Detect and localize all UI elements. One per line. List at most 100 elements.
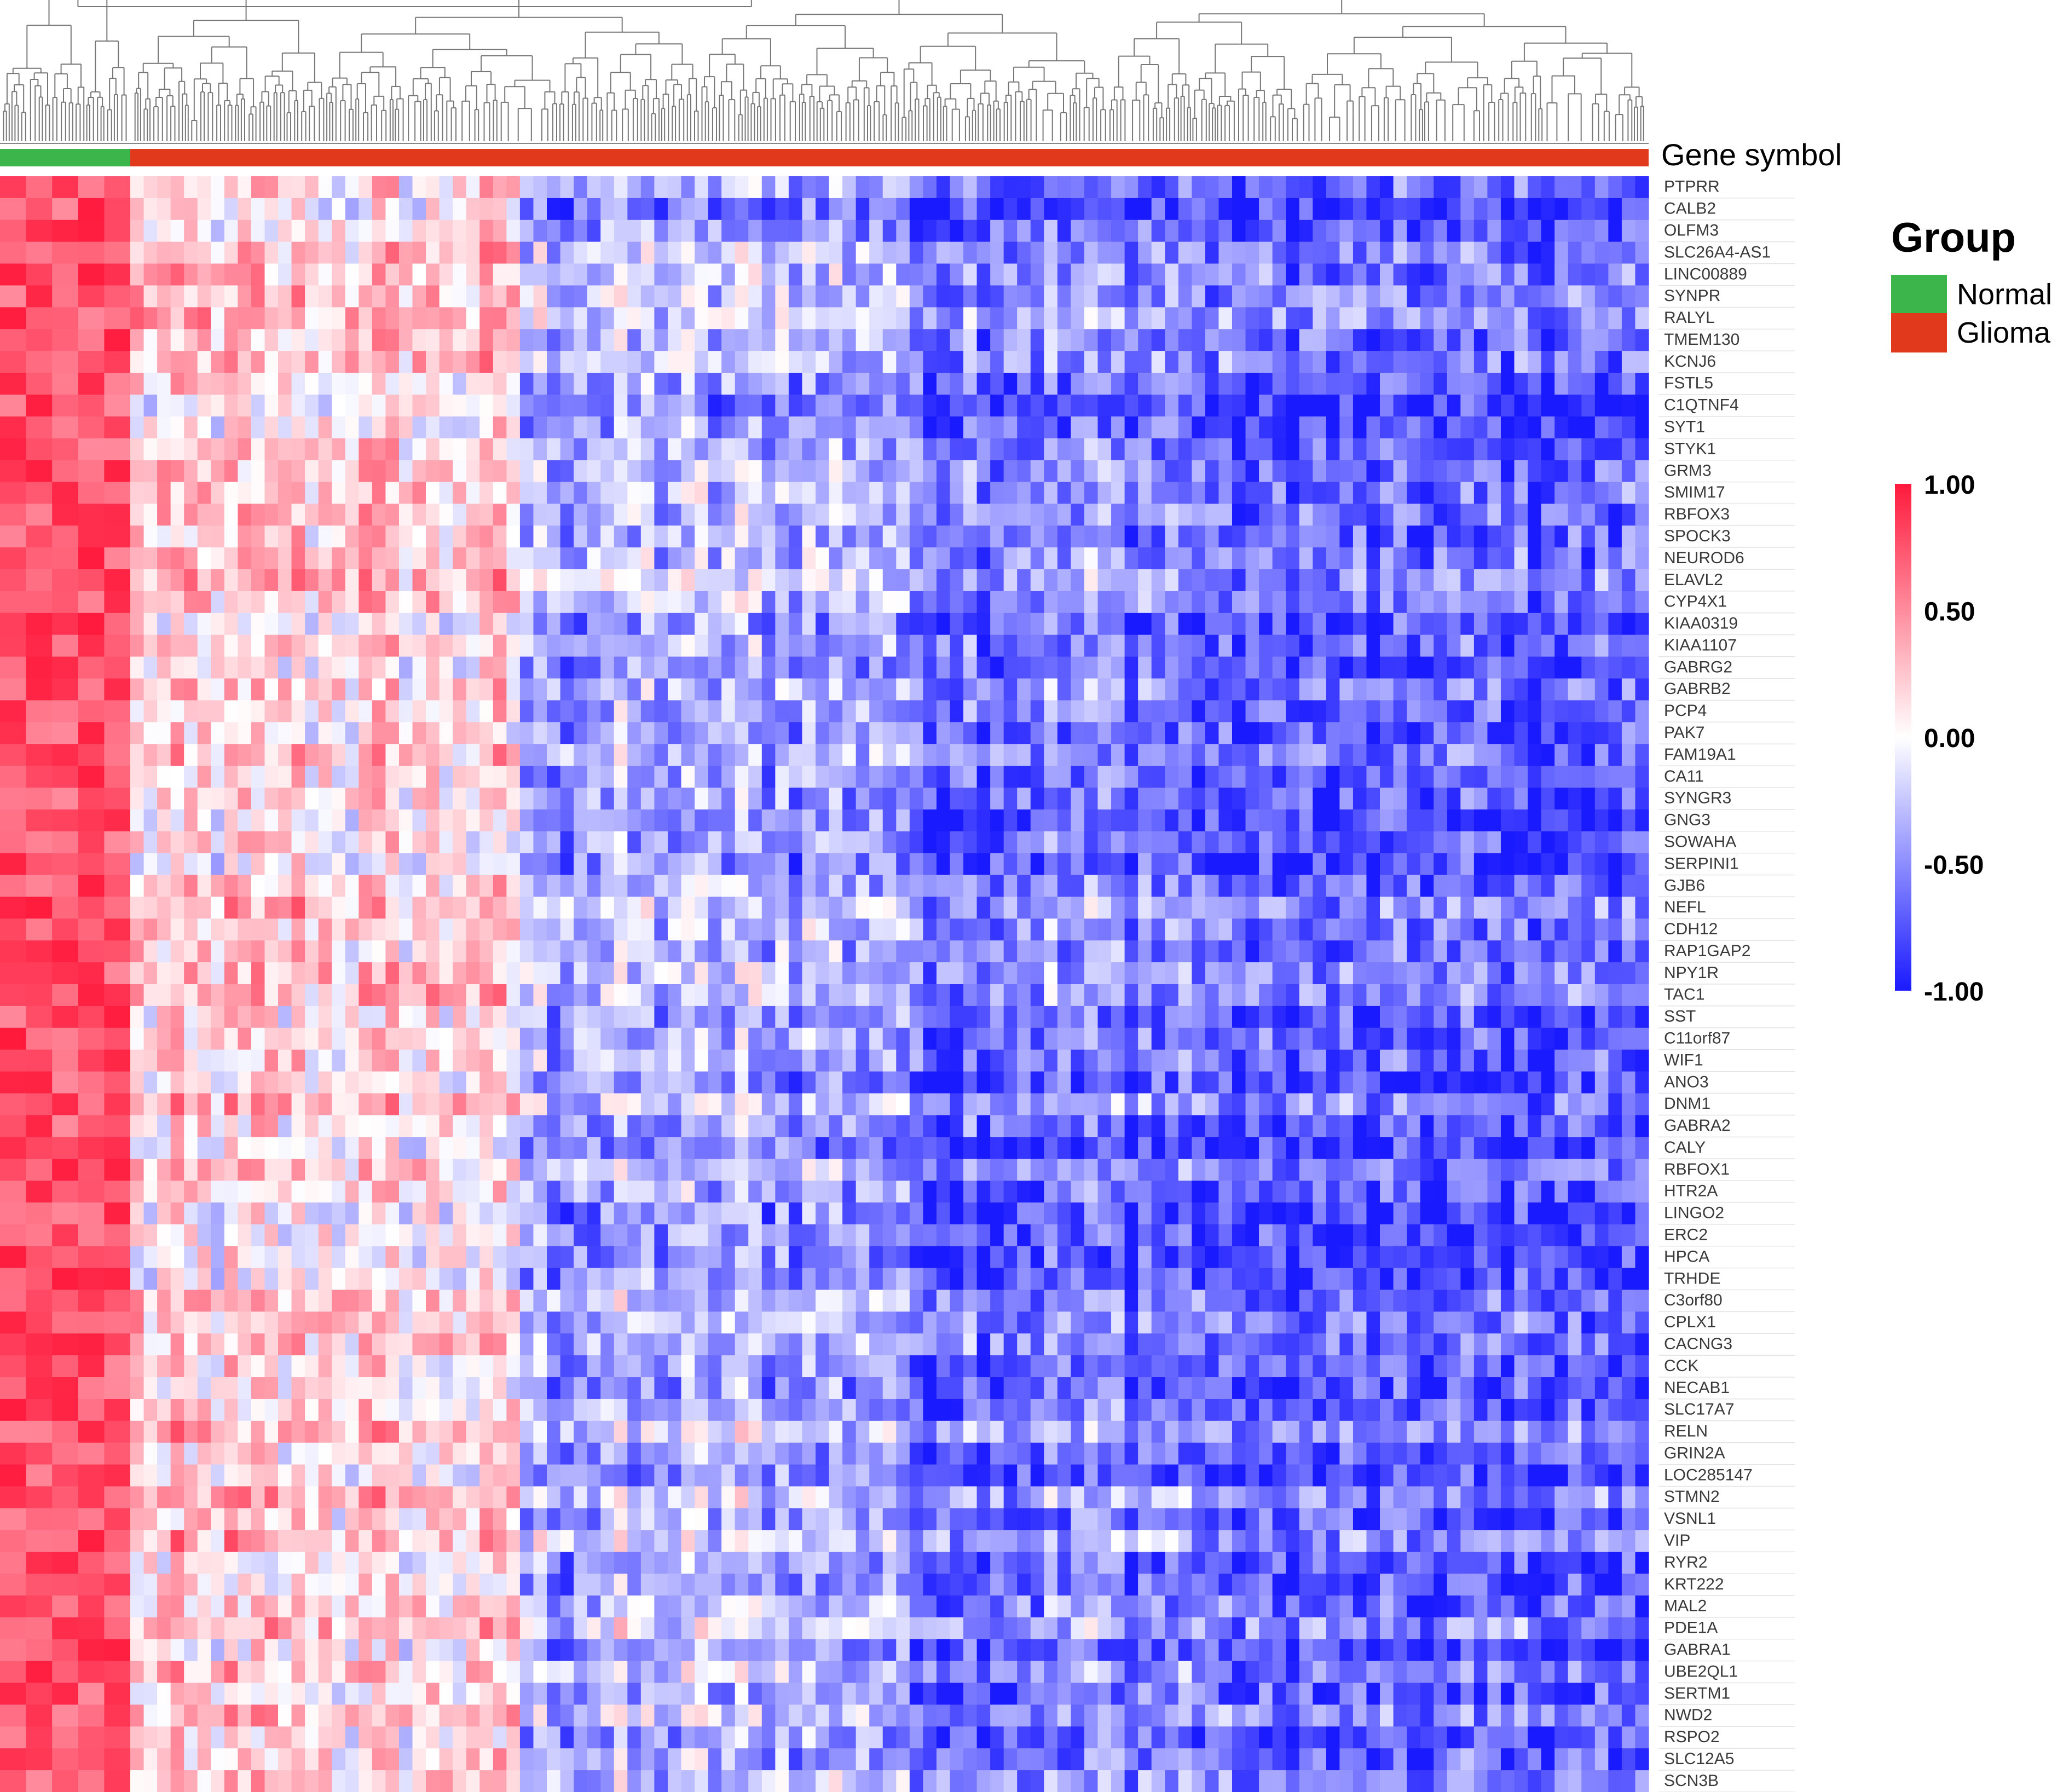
heatmap-cell <box>305 722 319 744</box>
heatmap-cell <box>1393 569 1407 592</box>
column-dendrogram <box>3 0 1644 141</box>
heatmap-cell <box>1528 525 1542 548</box>
heatmap-cell <box>600 460 615 483</box>
heatmap-cell <box>1568 569 1582 592</box>
heatmap-cell <box>1541 482 1555 504</box>
heatmap-cell <box>1151 547 1165 570</box>
heatmap-cell <box>1407 656 1421 679</box>
heatmap-cell <box>1393 416 1407 439</box>
heatmap-cell <box>184 482 198 504</box>
heatmap-cell <box>318 176 332 199</box>
heatmap-cell <box>1380 766 1394 788</box>
heatmap-cell <box>533 263 547 286</box>
heatmap-cell <box>829 241 843 264</box>
heatmap-cell <box>533 285 547 308</box>
heatmap-cell <box>681 678 695 701</box>
heatmap-cell <box>1272 351 1286 373</box>
heatmap-cell <box>667 634 682 657</box>
heatmap-cell <box>667 744 682 766</box>
heatmap-cell <box>1621 744 1636 766</box>
heatmap-cell <box>1124 787 1138 810</box>
heatmap-cell <box>1581 241 1596 264</box>
heatmap-cell <box>896 285 910 308</box>
heatmap-cell <box>560 351 574 373</box>
heatmap-cell <box>976 482 991 504</box>
heatmap-cell <box>291 787 305 810</box>
heatmap-cell <box>681 766 695 788</box>
heatmap-cell <box>533 722 547 744</box>
heatmap-cell <box>667 285 682 308</box>
heatmap-cell <box>1057 787 1072 810</box>
heatmap-cell <box>533 744 547 766</box>
heatmap-cell <box>345 569 359 592</box>
heatmap-cell <box>735 591 749 614</box>
heatmap-cell <box>1528 504 1542 526</box>
heatmap-cell <box>104 416 131 439</box>
heatmap-cell <box>291 525 305 548</box>
heatmap-cell <box>533 394 547 417</box>
heatmap-cell <box>0 569 27 592</box>
heatmap-cell <box>1272 700 1286 722</box>
heatmap-cell <box>923 766 937 788</box>
heatmap-cell <box>1192 198 1206 221</box>
heatmap-cell <box>856 329 870 351</box>
heatmap-cell <box>1044 766 1058 788</box>
heatmap-cell <box>936 307 951 330</box>
heatmap-cell <box>775 176 789 199</box>
heatmap-cell <box>1594 591 1609 614</box>
heatmap-cell <box>412 722 426 744</box>
heatmap-cell <box>627 438 641 461</box>
heatmap-cell <box>1514 219 1528 242</box>
heatmap-cell <box>466 241 480 264</box>
heatmap-cell <box>802 438 816 461</box>
heatmap-cell <box>224 787 238 810</box>
heatmap-cell <box>170 373 184 395</box>
heatmap-cell <box>896 438 910 461</box>
heatmap-cell <box>735 809 749 832</box>
heatmap-cell <box>1205 373 1220 395</box>
heatmap-cell <box>359 307 373 330</box>
heatmap-cell <box>104 460 131 483</box>
heatmap-cell <box>1071 263 1085 286</box>
heatmap-cell <box>1218 263 1233 286</box>
heatmap-cell <box>1138 219 1152 242</box>
heatmap-cell <box>157 722 171 744</box>
heatmap-cell <box>318 482 332 504</box>
heatmap-cell <box>466 438 480 461</box>
heatmap-cell <box>654 722 668 744</box>
heatmap-cell <box>1447 569 1461 592</box>
heatmap-cell <box>398 612 413 635</box>
heatmap-cell <box>332 460 346 483</box>
heatmap-cell <box>1084 766 1099 788</box>
heatmap-cell <box>1434 678 1448 701</box>
heatmap-cell <box>1541 219 1555 242</box>
heatmap-cell <box>278 285 292 308</box>
heatmap-cell <box>695 307 709 330</box>
heatmap-cell <box>587 591 601 614</box>
heatmap-cell <box>224 766 238 788</box>
heatmap-cell <box>1151 525 1165 548</box>
heatmap-cell <box>170 329 184 351</box>
heatmap-cell <box>291 329 305 351</box>
heatmap-cell <box>950 307 964 330</box>
heatmap-cell <box>506 219 521 242</box>
heatmap-cell <box>506 329 521 351</box>
heatmap-cell <box>1380 547 1394 570</box>
heatmap-cell <box>721 809 736 832</box>
heatmap-cell <box>1071 678 1085 701</box>
heatmap-cell <box>1500 198 1515 221</box>
heatmap-cell <box>1339 612 1354 635</box>
heatmap-cell <box>398 307 413 330</box>
heatmap-cell <box>466 416 480 439</box>
heatmap-cell <box>869 329 883 351</box>
heatmap-cell <box>291 504 305 526</box>
heatmap-cell <box>0 612 27 635</box>
heatmap-cell <box>869 547 883 570</box>
heatmap-cell <box>1447 329 1461 351</box>
heatmap-cell <box>238 787 252 810</box>
heatmap-cell <box>1313 263 1327 286</box>
heatmap-cell <box>842 766 857 788</box>
heatmap-cell <box>398 176 413 199</box>
heatmap-cell <box>0 591 27 614</box>
heatmap-cell <box>1514 307 1528 330</box>
